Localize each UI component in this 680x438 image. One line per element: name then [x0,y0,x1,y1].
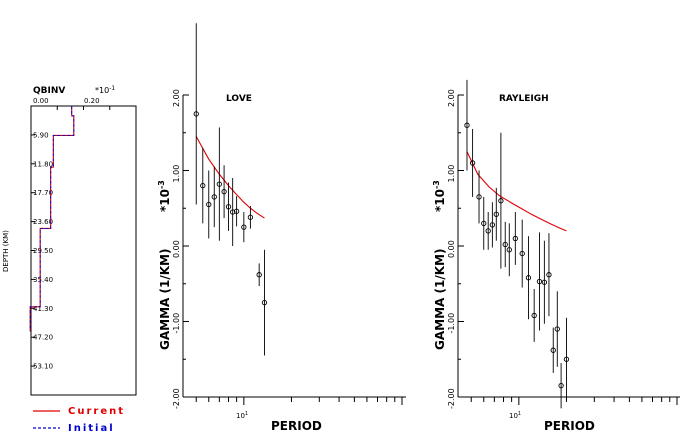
ray-data-point [546,272,552,278]
love-data-point [211,194,217,200]
love-x-axis-label: PERIOD [271,419,322,433]
rayleigh-title: RAYLEIGH [499,94,549,104]
love-observations [193,23,268,356]
legend-label-current: Current [68,406,125,417]
love-data-point [233,208,240,214]
ray-y-tick-label: 0.00 [447,240,456,258]
love-y-tick-label: 1.00 [172,165,181,183]
qbinv-series-initial [29,106,75,332]
ray-y-tick-label: 1.00 [447,165,456,183]
ray-y-tick-label: -2.00 [447,388,456,409]
qbinv-y-tick-label: 53.10 [33,363,53,371]
love-data-point [256,272,262,278]
love-data-point [200,182,206,189]
qbinv-y-tick-label: 11.80 [33,160,53,168]
qbinv-y-axis-label: DEPTH (KM) [2,230,10,272]
qbinv-y-tick-label: 47.20 [33,334,53,342]
ray-data-point [498,198,504,204]
love-y-tick-label: 2.00 [172,89,181,107]
rayleigh-y-axis-label: GAMMA (1/KM) [433,249,447,350]
love-y-axis-label: GAMMA (1/KM) [158,249,172,350]
qbinv-y-ticks: 5.90 11.80 17.70 23.60 29.50 35.40 41.30 47.20 5… [31,106,111,371]
qbinv-y-tick-label: 17.70 [33,189,53,197]
rayleigh-y-multiplier: *10-3 [432,180,447,212]
ray-data-point [493,211,499,217]
love-fit-curve [195,136,265,219]
rayleigh-y-ticks: 2.00 1.00 0.00 -1.00 -2.00 [447,89,464,409]
love-data-point [221,188,227,195]
qbinv-y-tick-label: 5.90 [33,131,49,139]
love-fit-line [195,136,265,219]
love-data-point [247,214,254,220]
ray-data-point [489,222,496,228]
qbinv-x-tick-label: 0.20 [84,97,100,105]
love-x-tick-label: 101 [236,411,248,420]
love-panel: LOVE 2.00 1.00 0.00 -1.00 -2.00 101 PERIOD G… [157,23,406,433]
ray-data-point [541,279,548,285]
love-data-point [193,111,199,117]
qbinv-y-tick-label: 41.30 [33,305,53,313]
love-y-tick-label: -2.00 [172,388,181,409]
qbinv-x-multiplier: *10-1 [95,85,115,95]
love-data-point [241,224,247,230]
rayleigh-panel: RAYLEIGH 2.00 1.00 0.00 -1.00 -2.00 101 PERI… [432,79,680,433]
rayleigh-x-axis-label: PERIOD [544,419,595,433]
love-title: LOVE [226,94,252,104]
ray-data-point [554,326,560,332]
ray-data-point [502,241,508,248]
ray-y-tick-label: 2.00 [447,89,456,107]
qbinv-y-tick-label: 23.60 [33,218,53,226]
qbinv-x-tick-label: 0.00 [33,97,49,105]
ray-data-point [536,278,543,285]
rayleigh-x-tick-label: 101 [509,411,521,420]
ray-data-point [512,235,518,242]
love-data-point [206,201,212,208]
ray-data-point [563,356,570,362]
qbinv-series [29,106,75,332]
love-data-point [261,299,268,306]
ray-data-point [464,122,470,128]
ray-data-point [525,275,532,281]
legend-label-initial: Initial [68,423,115,433]
rayleigh-fit-curve [466,151,567,232]
qbinv-y-tick-label: 35.40 [33,276,53,284]
rayleigh-x-ticks [470,397,678,405]
love-data-point [216,181,222,187]
ray-data-point [469,160,476,166]
qbinv-legend: Current Initial [33,406,125,434]
ray-data-point [531,312,537,319]
love-y-tick-label: -1.00 [172,313,181,334]
ray-data-point [550,347,556,353]
ray-data-point [506,247,512,253]
qbinv-y-tick-label: 29.50 [33,247,53,255]
ray-y-tick-label: -1.00 [447,313,456,334]
love-y-ticks: 2.00 1.00 0.00 -1.00 -2.00 [172,89,189,409]
love-data-point [225,204,232,210]
ray-data-point [558,383,564,389]
ray-fit-line [466,151,567,232]
rayleigh-observations [464,79,570,409]
ray-data-point [519,250,525,257]
ray-data-point [481,220,487,227]
love-x-ticks [195,397,403,405]
ray-data-point [476,194,482,200]
ray-data-point [485,228,491,234]
qbinv-title: QBINV [33,86,65,96]
qbinv-panel: QBINV *10-1 0.00 0.20 5.90 11.80 17.70 23.6… [2,85,137,396]
love-y-multiplier: *10-3 [157,180,172,212]
love-y-tick-label: 0.00 [172,240,181,258]
